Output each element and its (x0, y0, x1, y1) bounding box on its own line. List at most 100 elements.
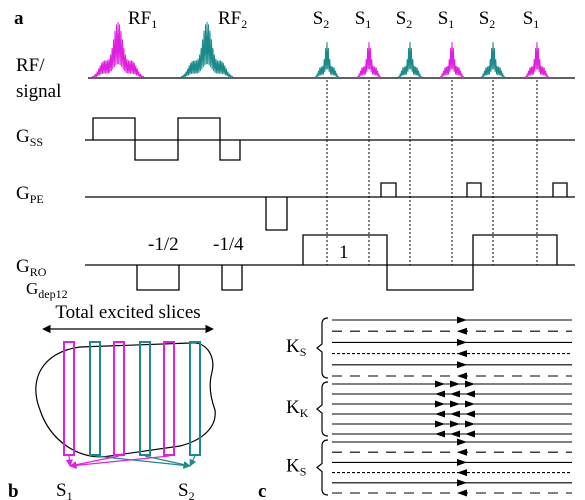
slice (163, 341, 175, 456)
echo-signal (439, 41, 465, 79)
k-arrow (435, 380, 445, 388)
slice (139, 341, 151, 456)
brace (316, 317, 329, 379)
label-sub: 2 (406, 17, 412, 31)
panel-label: b (8, 481, 19, 500)
label: KK (286, 397, 309, 420)
label-main: G (16, 126, 30, 147)
label-sub: S (300, 465, 307, 479)
label-main: S (56, 480, 67, 500)
label-main: S (523, 8, 534, 29)
label-main: S (479, 8, 490, 29)
k-arrow (457, 350, 467, 358)
brain-outline (35, 342, 216, 458)
label: S2 (313, 8, 330, 31)
label-sub: dep12 (38, 287, 67, 301)
gpe-blip (466, 182, 482, 197)
label: KS (286, 336, 306, 359)
gro-lobe (136, 265, 180, 291)
label-sub: 1 (67, 489, 73, 500)
lobe-label: -1/4 (213, 234, 244, 255)
k-arrow (465, 430, 475, 438)
label-main: S (313, 8, 324, 29)
slice (89, 341, 101, 456)
label-main: G (26, 279, 38, 298)
label: RF2 (218, 8, 247, 31)
k-arrow (465, 390, 475, 398)
label: GSS (16, 126, 43, 149)
lobe-label: 1 (339, 242, 349, 263)
lobe-label: -1/2 (148, 234, 179, 255)
k-arrow (435, 420, 445, 428)
label: S1 (56, 480, 73, 500)
k-arrow (435, 410, 445, 418)
label-main: S (438, 8, 449, 29)
slice-arrow (189, 455, 197, 467)
panel-label: c (258, 481, 266, 500)
k-arrow (457, 489, 467, 497)
k-arrow (457, 316, 467, 324)
label-main: K (286, 336, 300, 357)
label-main: RF (218, 8, 241, 29)
k-arrow (435, 400, 445, 408)
k-arrow (450, 390, 460, 398)
echo-signal (314, 41, 340, 79)
echo-signal (397, 41, 423, 79)
slice (63, 341, 75, 456)
label: S2 (479, 8, 496, 31)
panel-label: a (14, 8, 24, 29)
label: GPE (16, 183, 44, 206)
k-arrow (465, 420, 475, 428)
k-arrow (465, 400, 475, 408)
k-arrow (457, 469, 467, 477)
label: S2 (178, 480, 195, 500)
label-main: S (178, 480, 189, 500)
label-main: K (286, 456, 300, 477)
echo-signal (356, 41, 382, 79)
slice (113, 341, 125, 456)
rf-pulse (180, 21, 234, 79)
label-main: K (286, 397, 300, 418)
echo-signal (480, 41, 506, 79)
label-main: RF (128, 8, 151, 29)
label: S1 (355, 8, 372, 31)
row-label: RF/ (16, 55, 45, 76)
k-arrow (465, 380, 475, 388)
label: Gdep12 (26, 279, 68, 301)
slice (189, 341, 201, 456)
k-arrow (450, 430, 460, 438)
k-arrow (450, 380, 460, 388)
label-sub: 1 (365, 17, 371, 31)
echo-signal (524, 41, 550, 79)
k-arrow (457, 458, 467, 466)
label-sub: 1 (151, 17, 157, 31)
label: KS (286, 456, 306, 479)
label-sub: PE (30, 192, 44, 206)
label: S2 (396, 8, 413, 31)
k-arrow (435, 430, 445, 438)
brace (316, 439, 329, 496)
label-main: S (355, 8, 366, 29)
label-sub: 1 (533, 17, 539, 31)
k-arrow (450, 420, 460, 428)
label-main: G (16, 256, 30, 277)
slice-arrow (65, 455, 73, 467)
k-arrow (457, 361, 467, 369)
label-sub: 1 (448, 17, 454, 31)
gss-waveform (92, 117, 241, 161)
brace (316, 381, 329, 437)
rf-pulse (91, 21, 145, 79)
gro-readout (302, 234, 558, 291)
label-sub: 2 (489, 17, 495, 31)
gpe-blip (552, 182, 568, 197)
k-arrow (457, 372, 467, 380)
slice-arrow (69, 455, 170, 469)
k-arrow (457, 448, 467, 456)
label-sub: 2 (189, 489, 195, 500)
label-sub: SS (30, 135, 43, 149)
slices-title: Total excited slices (55, 302, 200, 323)
label: S1 (523, 8, 540, 31)
k-arrow (435, 390, 445, 398)
k-arrow (465, 410, 475, 418)
